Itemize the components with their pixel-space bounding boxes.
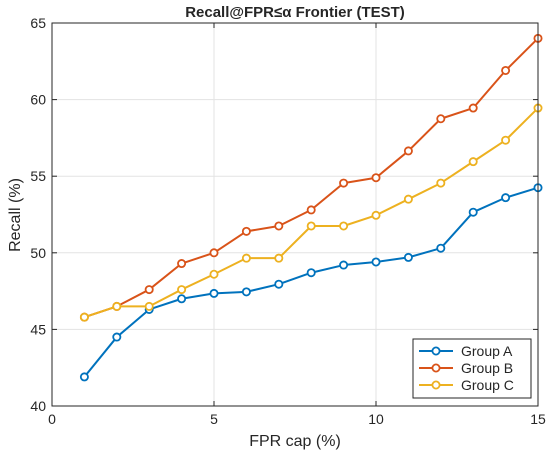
data-point — [339, 178, 349, 188]
legend-marker-swatch — [431, 346, 441, 356]
legend-item: Group B — [419, 360, 513, 376]
legend-label: Group B — [461, 360, 513, 376]
data-point — [306, 205, 316, 215]
data-point — [177, 259, 187, 269]
data-point — [468, 157, 478, 167]
y-tick-label: 45 — [30, 321, 46, 337]
x-tick-label: 0 — [48, 411, 56, 427]
y-tick-label: 55 — [30, 168, 46, 184]
data-point — [274, 279, 284, 289]
data-point — [339, 221, 349, 231]
data-point — [79, 312, 89, 322]
data-point — [144, 301, 154, 311]
series-lines — [79, 33, 543, 382]
data-point — [209, 288, 219, 298]
y-tick-label: 60 — [30, 92, 46, 108]
x-tick-label: 5 — [210, 411, 218, 427]
y-tick-label: 40 — [30, 398, 46, 414]
axis-ticks: 0 5 10 15 40 45 50 55 60 65 — [30, 15, 546, 427]
legend-label: Group A — [461, 343, 513, 359]
series-group-c — [79, 103, 543, 322]
data-point — [403, 194, 413, 204]
data-point — [371, 173, 381, 183]
data-point — [177, 285, 187, 295]
data-point — [468, 207, 478, 217]
data-point — [209, 248, 219, 258]
data-point — [371, 257, 381, 267]
legend-marker-swatch — [431, 363, 441, 373]
data-point — [241, 226, 251, 236]
data-point — [209, 269, 219, 279]
plot-frame — [51, 22, 539, 407]
data-point — [501, 65, 511, 75]
data-point — [144, 285, 154, 295]
data-point — [436, 114, 446, 124]
y-tick-label: 50 — [30, 245, 46, 261]
data-point — [468, 103, 478, 113]
legend-item: Group A — [419, 343, 513, 359]
data-point — [112, 332, 122, 342]
legend-label: Group C — [461, 377, 514, 393]
chart-title: Recall@FPR≤α Frontier (TEST) — [185, 4, 405, 21]
data-point — [403, 252, 413, 262]
legend-marker-swatch — [431, 380, 441, 390]
x-axis-label: FPR cap (%) — [249, 433, 341, 450]
data-point — [501, 135, 511, 145]
data-point — [274, 221, 284, 231]
data-point — [274, 253, 284, 263]
y-tick-label: 65 — [30, 15, 46, 31]
data-point — [306, 221, 316, 231]
data-point — [79, 372, 89, 382]
x-tick-label: 10 — [368, 411, 384, 427]
y-axis-label: Recall (%) — [7, 178, 24, 252]
data-point — [241, 287, 251, 297]
data-point — [241, 253, 251, 263]
data-point — [403, 146, 413, 156]
data-point — [436, 243, 446, 253]
series-group-a — [79, 183, 543, 382]
data-point — [371, 210, 381, 220]
data-point — [436, 178, 446, 188]
data-point — [177, 294, 187, 304]
data-point — [112, 301, 122, 311]
x-tick-label: 15 — [530, 411, 546, 427]
legend-item: Group C — [419, 377, 514, 393]
data-point — [306, 268, 316, 278]
data-point — [501, 193, 511, 203]
data-point — [339, 260, 349, 270]
